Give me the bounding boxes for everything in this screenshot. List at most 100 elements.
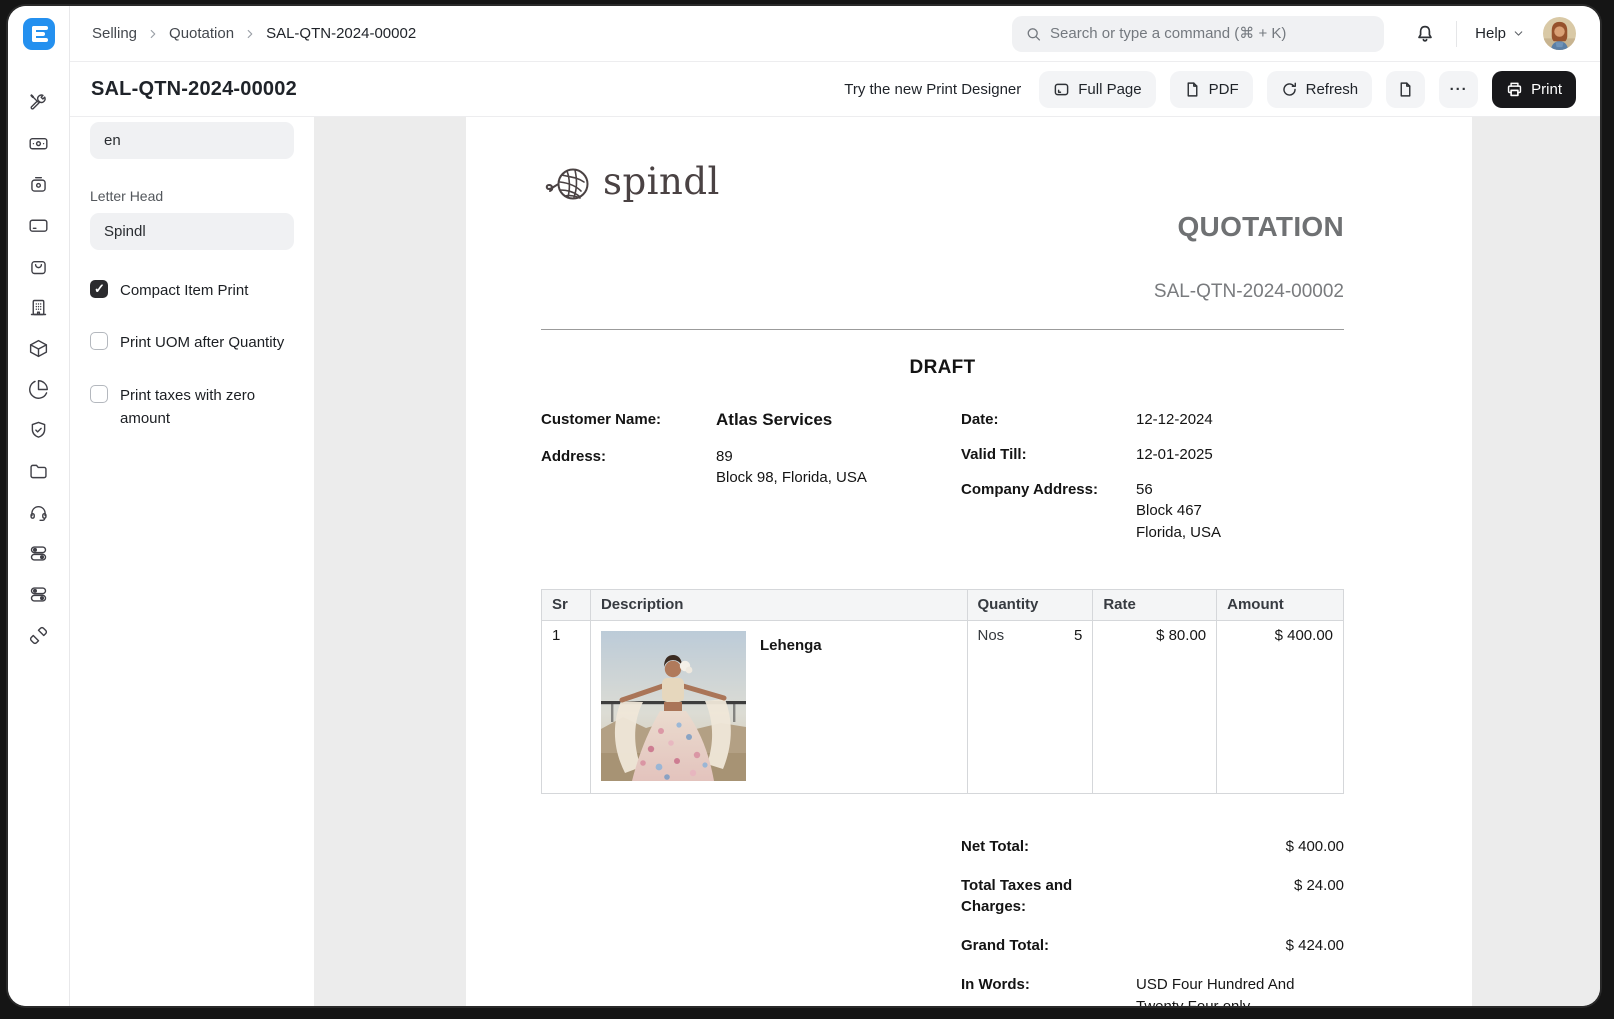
refresh-icon xyxy=(1282,82,1296,96)
headset-icon xyxy=(30,505,47,521)
letter-head-label: Letter Head xyxy=(90,188,164,204)
breadcrumb: Selling Quotation SAL-QTN-2024-00002 xyxy=(92,25,416,42)
customer-fields-column: Customer Name: Atlas Services Address: 8… xyxy=(541,409,961,557)
customer-name-label: Customer Name: xyxy=(541,411,662,428)
breadcrumb-selling[interactable]: Selling xyxy=(92,25,138,42)
taxes-value: $ 24.00 xyxy=(1293,876,1344,894)
draft-status: DRAFT xyxy=(909,357,976,378)
checkbox-unchecked-icon[interactable] xyxy=(90,384,108,403)
checkbox-unchecked-icon[interactable] xyxy=(90,332,108,351)
sidebar-item-settings-toggles[interactable] xyxy=(21,535,57,571)
help-menu[interactable]: Help xyxy=(1475,25,1525,42)
letterhead-toggle-button[interactable] xyxy=(1386,70,1426,108)
erpnext-logo[interactable] xyxy=(22,18,55,50)
net-total-row: Net Total: $ 400.00 xyxy=(961,836,1344,858)
nav-divider xyxy=(1456,20,1458,47)
banknote-icon xyxy=(29,137,48,149)
sidebar-item-billing[interactable] xyxy=(21,207,57,243)
pdf-label: PDF xyxy=(1208,80,1239,98)
chevron-right-icon xyxy=(146,27,160,41)
toggles-icon xyxy=(30,586,47,602)
full-page-icon xyxy=(1054,83,1069,95)
grand-total-row: Grand Total: $ 424.00 xyxy=(961,935,1344,957)
letter-head-select[interactable] xyxy=(90,213,294,250)
full-page-button[interactable]: Full Page xyxy=(1039,70,1156,108)
cell-amount: $ 400.00 xyxy=(1216,619,1344,794)
item-photo xyxy=(600,630,746,781)
sidebar-item-payments[interactable] xyxy=(21,125,57,161)
page-title: SAL-QTN-2024-00002 xyxy=(91,77,297,100)
sidebar-item-files[interactable] xyxy=(21,453,57,489)
document-page: spindl QUOTATION SAL-QTN-2024-00002 DRAF… xyxy=(466,117,1472,1006)
checkbox-checked-icon[interactable] xyxy=(90,280,108,298)
app-sidebar-rail xyxy=(8,6,70,1006)
sidebar-item-stock[interactable] xyxy=(21,330,57,366)
toolbar-actions: Try the new Print Designer Full Page PDF… xyxy=(844,70,1576,108)
document-number: SAL-QTN-2024-00002 xyxy=(1153,281,1344,302)
taxes-row: Total Taxes and Charges: $ 24.00 xyxy=(961,875,1344,919)
content-area: Letter Head Compact Item Print Print UOM… xyxy=(70,117,1600,1006)
in-words-value: USD Four Hundred And Twenty Four only. xyxy=(1136,975,1295,1006)
sidebar-item-organization[interactable] xyxy=(21,289,57,325)
notifications-button[interactable] xyxy=(1410,19,1440,49)
letterhead-divider xyxy=(541,329,1344,330)
header-rate: Rate xyxy=(1092,588,1218,621)
valid-till-label: Valid Till: xyxy=(961,445,1027,463)
app-window: Selling Quotation SAL-QTN-2024-00002 Hel… xyxy=(8,6,1600,1006)
customer-name-value: Atlas Services xyxy=(716,410,833,429)
pdf-button[interactable]: PDF xyxy=(1169,70,1253,108)
valid-till-value: 12-01-2025 xyxy=(1136,445,1213,463)
print-designer-link[interactable]: Try the new Print Designer xyxy=(844,80,1022,98)
print-button[interactable]: Print xyxy=(1492,70,1576,108)
address-value: 89 Block 98, Florida, USA xyxy=(716,447,867,487)
yarn-ball-logo-icon xyxy=(541,161,593,207)
sidebar-item-customization[interactable] xyxy=(21,576,57,612)
tools-icon xyxy=(30,93,46,110)
search-icon xyxy=(1027,27,1041,41)
help-label: Help xyxy=(1475,25,1506,42)
search-input[interactable] xyxy=(1050,25,1371,42)
sidebar-item-pos[interactable] xyxy=(21,166,57,202)
page-toolbar: SAL-QTN-2024-00002 Try the new Print Des… xyxy=(70,62,1600,117)
cell-quantity: Nos 5 xyxy=(966,619,1094,794)
checkbox-print-taxes-zero-amount[interactable]: Print taxes with zero amount xyxy=(90,384,294,431)
sidebar-item-analytics[interactable] xyxy=(21,371,57,407)
print-preview-area[interactable]: spindl QUOTATION SAL-QTN-2024-00002 DRAF… xyxy=(314,117,1600,1006)
checkbox-print-uom-after-quantity[interactable]: Print UOM after Quantity xyxy=(90,331,294,354)
sidebar-item-tools[interactable] xyxy=(21,84,57,120)
sidebar-item-selling[interactable] xyxy=(21,248,57,284)
breadcrumb-quotation[interactable]: Quotation xyxy=(169,25,235,42)
ellipsis-icon: ··· xyxy=(1449,80,1468,98)
global-search[interactable] xyxy=(1012,15,1385,52)
item-uom: Nos xyxy=(977,626,1005,644)
sidebar-item-integrations[interactable] xyxy=(21,617,57,653)
file-icon xyxy=(1400,81,1411,97)
brand-name: spindl xyxy=(603,159,720,203)
erpnext-logo-icon xyxy=(31,26,48,42)
language-select[interactable] xyxy=(90,122,294,159)
more-actions-button[interactable]: ··· xyxy=(1439,70,1479,108)
cash-drawer-icon xyxy=(31,176,46,192)
document-type-heading: QUOTATION xyxy=(1177,211,1344,242)
checkbox-label: Print UOM after Quantity xyxy=(120,334,285,352)
net-total-value: $ 400.00 xyxy=(1285,837,1344,855)
printer-icon xyxy=(1507,82,1522,96)
pie-chart-icon xyxy=(29,379,48,399)
sidebar-item-support[interactable] xyxy=(21,494,57,530)
toggles-icon xyxy=(30,545,47,561)
user-avatar[interactable] xyxy=(1543,17,1576,50)
header-sr: Sr xyxy=(541,588,591,621)
header-amount: Amount xyxy=(1216,588,1344,621)
refresh-button[interactable]: Refresh xyxy=(1266,70,1373,108)
folder-icon xyxy=(30,464,47,478)
shield-check-icon xyxy=(31,421,46,438)
taxes-label: Total Taxes and Charges: xyxy=(961,876,1073,916)
pdf-file-icon xyxy=(1187,81,1198,97)
bell-icon xyxy=(1418,25,1432,42)
checkbox-compact-item-print[interactable]: Compact Item Print xyxy=(90,279,294,302)
breadcrumb-current-doc[interactable]: SAL-QTN-2024-00002 xyxy=(266,25,417,42)
in-words-label: In Words: xyxy=(961,975,1030,993)
sidebar-item-compliance[interactable] xyxy=(21,412,57,448)
table-row: 1 xyxy=(541,619,1344,794)
item-name: Lehenga xyxy=(759,636,822,654)
